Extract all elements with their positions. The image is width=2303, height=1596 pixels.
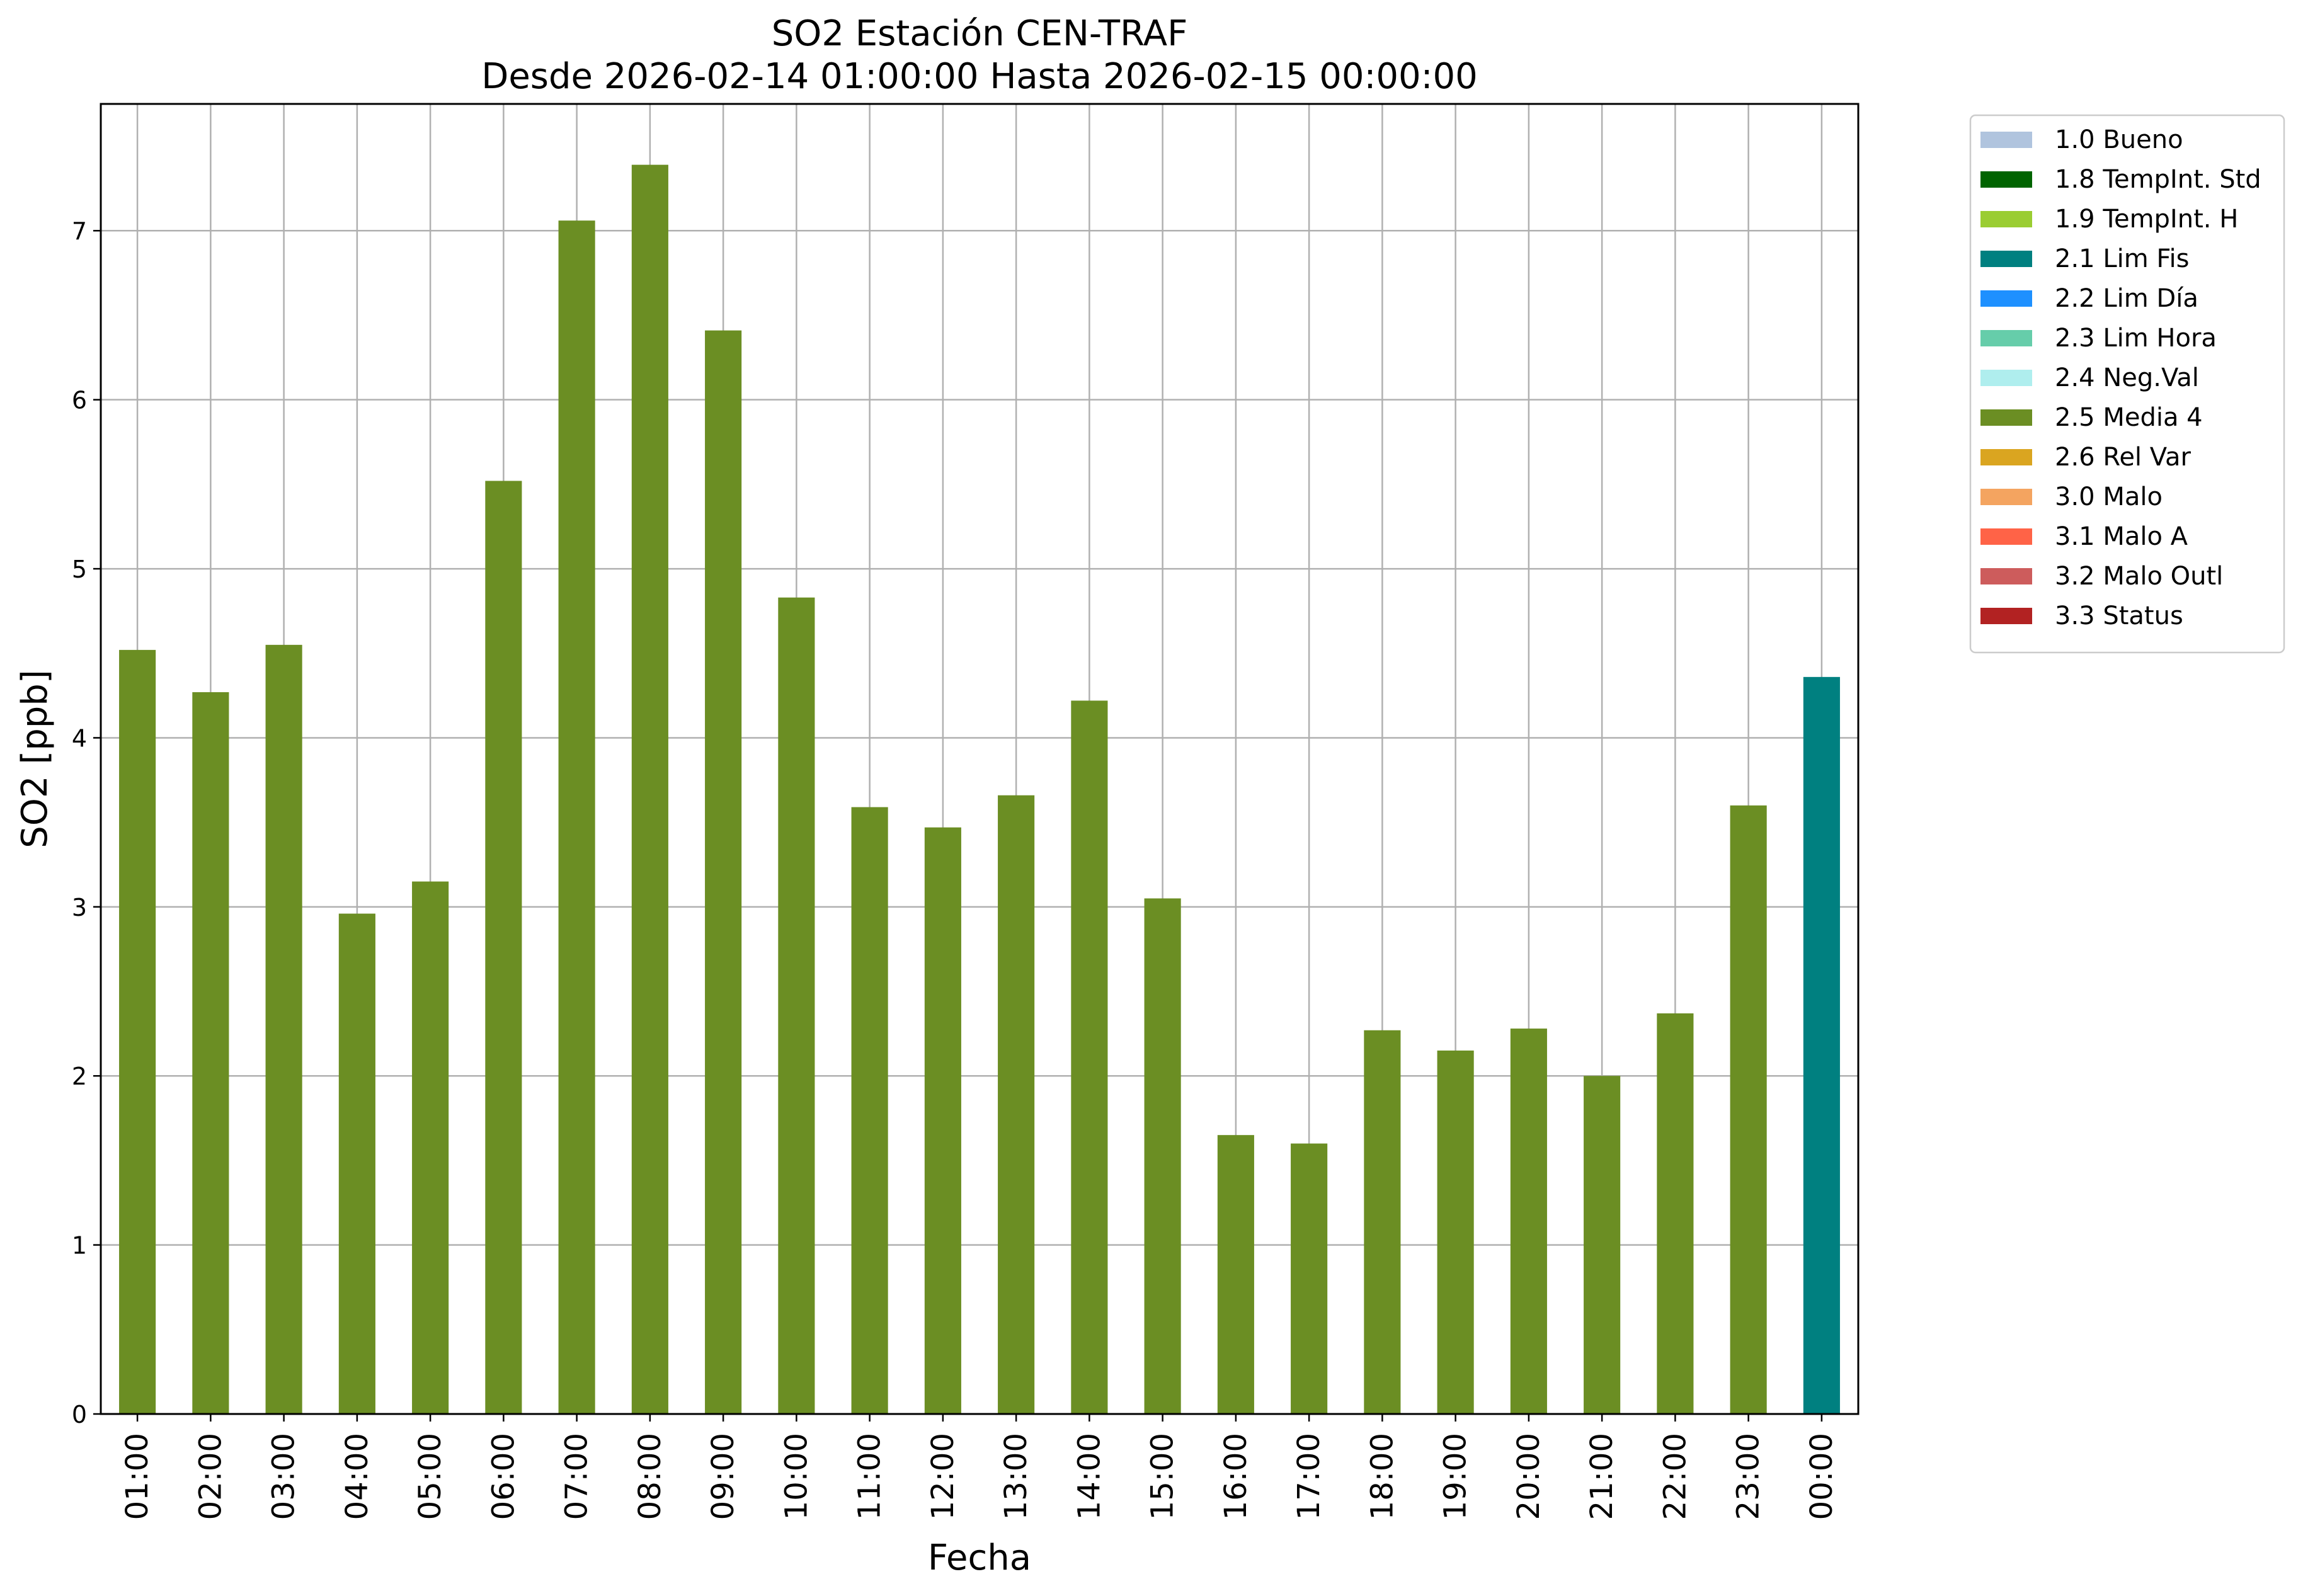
plot-frame [100, 103, 1860, 1415]
legend-label: 2.3 Lim Hora [2055, 324, 2217, 353]
bar-06:00 [485, 481, 522, 1415]
legend-label: 2.5 Media 4 [2055, 403, 2203, 432]
x-tick-label: 14:00 [1071, 1433, 1107, 1520]
legend: 1.0 Bueno 1.8 TempInt. Std 1.9 TempInt. H 2… [1969, 114, 2285, 654]
legend-swatch [1980, 211, 2032, 227]
legend-label: 3.0 Malo [2055, 482, 2163, 511]
x-tick-label: 17:00 [1291, 1433, 1327, 1520]
chart-subtitle: Desde 2026-02-14 01:00:00 Hasta 2026-02-… [481, 56, 1478, 97]
x-axis-ticks: 01:00 02:00 03:00 04:00 05:00 06:00 07:00 08:00… [120, 1414, 1839, 1520]
x-tick-label: 11:00 [852, 1433, 888, 1520]
x-tick-label: 02:00 [193, 1433, 228, 1520]
x-tick-label: 04:00 [340, 1433, 375, 1520]
y-tick-label: 4 [72, 724, 87, 752]
legend-swatch [1980, 330, 2032, 346]
x-tick-label: 15:00 [1145, 1433, 1180, 1520]
x-tick-label: 09:00 [706, 1433, 741, 1520]
x-tick-label: 00:00 [1804, 1433, 1839, 1520]
bar-05:00 [412, 881, 449, 1414]
bar-22:00 [1657, 1013, 1694, 1414]
x-tick-label: 16:00 [1218, 1433, 1254, 1520]
bar-12:00 [924, 827, 961, 1414]
legend-label: 2.6 Rel Var [2055, 443, 2192, 472]
x-tick-label: 22:00 [1657, 1433, 1693, 1520]
legend-swatch [1980, 409, 2032, 426]
bar-04:00 [338, 913, 375, 1414]
y-tick-label: 2 [72, 1063, 87, 1090]
legend-label: 3.3 Status [2055, 601, 2183, 630]
x-tick-label: 21:00 [1584, 1433, 1620, 1520]
y-tick-label: 0 [72, 1401, 87, 1428]
bar-16:00 [1217, 1135, 1254, 1414]
y-axis-label: SO2 [ppb] [14, 670, 55, 848]
legend-label: 2.2 Lim Día [2055, 284, 2198, 313]
legend-label: 3.2 Malo Outl [2055, 562, 2223, 591]
x-tick-label: 19:00 [1438, 1433, 1473, 1520]
legend-swatch [1980, 171, 2032, 188]
bar-19:00 [1437, 1050, 1474, 1414]
bar-00:00 [1803, 676, 1840, 1414]
bar-08:00 [631, 164, 668, 1414]
bar-03:00 [265, 644, 302, 1415]
x-tick-label: 20:00 [1511, 1433, 1546, 1520]
legend-swatch [1980, 568, 2032, 584]
legend-swatch [1980, 290, 2032, 307]
chart-title: SO2 Estación CEN-TRAF [772, 13, 1188, 54]
legend-box [1969, 114, 2285, 654]
bar-14:00 [1071, 700, 1108, 1414]
y-axis-ticks: 0 1 2 3 4 5 6 7 [72, 217, 101, 1428]
legend-swatch [1980, 489, 2032, 505]
x-tick-label: 18:00 [1364, 1433, 1400, 1520]
x-tick-label: 01:00 [120, 1433, 155, 1520]
x-tick-label: 08:00 [632, 1433, 668, 1520]
legend-label: 2.4 Neg.Val [2055, 363, 2199, 392]
bar-20:00 [1510, 1029, 1547, 1414]
legend-swatch [1980, 608, 2032, 624]
x-tick-label: 06:00 [486, 1433, 521, 1520]
y-tick-label: 3 [72, 894, 87, 921]
bar-09:00 [705, 330, 742, 1415]
bar-02:00 [192, 692, 229, 1414]
x-tick-label: 05:00 [413, 1433, 448, 1520]
legend-swatch [1980, 449, 2032, 465]
bar-15:00 [1144, 898, 1181, 1414]
legend-swatch [1980, 370, 2032, 386]
bar-23:00 [1730, 805, 1767, 1414]
bar-01:00 [119, 649, 156, 1414]
y-tick-label: 6 [72, 387, 87, 414]
x-tick-label: 03:00 [266, 1433, 302, 1520]
y-tick-label: 7 [72, 217, 87, 245]
bar-10:00 [778, 597, 815, 1414]
legend-label: 2.1 Lim Fis [2055, 244, 2189, 273]
x-tick-label: 12:00 [925, 1433, 961, 1520]
bar-21:00 [1584, 1076, 1621, 1414]
bar-13:00 [998, 795, 1035, 1414]
bar-07:00 [558, 220, 595, 1414]
bar-18:00 [1364, 1030, 1401, 1414]
legend-label: 1.8 TempInt. Std [2055, 165, 2261, 194]
legend-label: 3.1 Malo A [2055, 522, 2188, 551]
x-tick-label: 23:00 [1731, 1433, 1766, 1520]
bar-17:00 [1291, 1143, 1328, 1414]
legend-label: 1.0 Bueno [2055, 125, 2183, 154]
bar-11:00 [851, 807, 888, 1414]
x-axis-label: Fecha [928, 1537, 1031, 1578]
y-tick-label: 5 [72, 556, 87, 583]
x-tick-label: 07:00 [559, 1433, 595, 1520]
legend-swatch [1980, 251, 2032, 267]
x-tick-label: 10:00 [779, 1433, 814, 1520]
y-tick-label: 1 [72, 1232, 87, 1260]
legend-swatch [1980, 132, 2032, 148]
x-tick-label: 13:00 [998, 1433, 1034, 1520]
legend-label: 1.9 TempInt. H [2055, 205, 2238, 234]
bar-series [119, 164, 1840, 1415]
legend-swatch [1980, 528, 2032, 545]
